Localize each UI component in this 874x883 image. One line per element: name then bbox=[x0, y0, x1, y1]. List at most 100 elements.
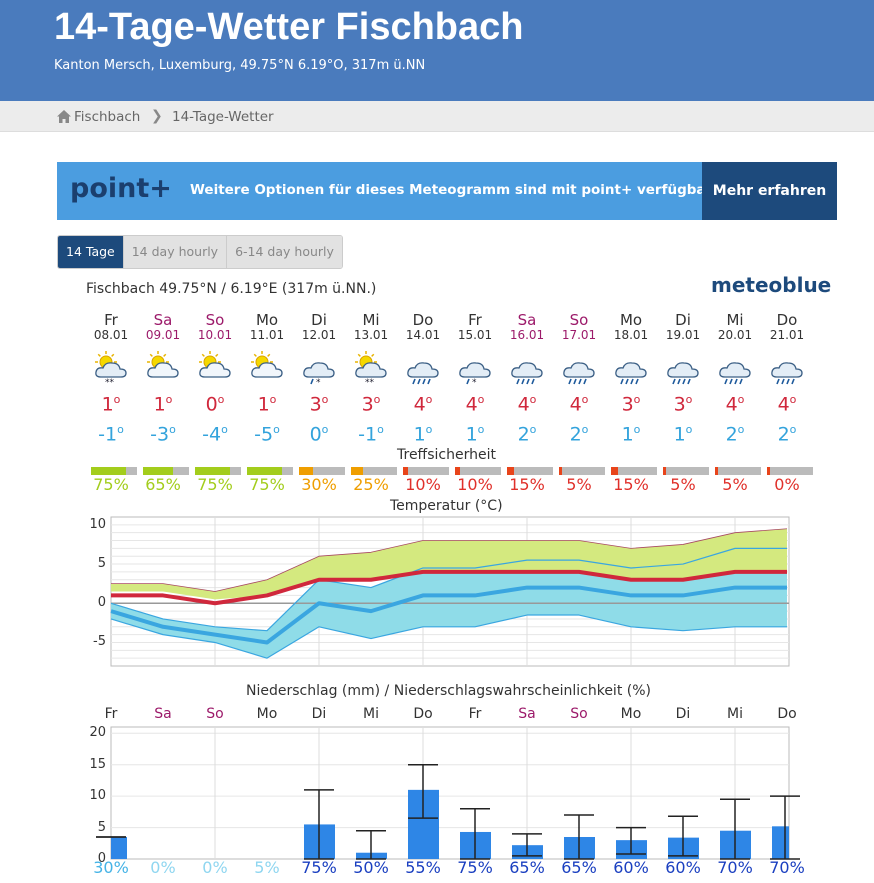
confidence-value: 10% bbox=[405, 475, 441, 494]
sun-cloud-snow-icon: ** bbox=[353, 350, 389, 388]
confidence-fill bbox=[143, 467, 173, 475]
min-temperature: -4o bbox=[202, 423, 228, 446]
temperature-chart-title: Temperatur (°C) bbox=[390, 498, 503, 514]
breadcrumb-home-link[interactable]: Fischbach bbox=[74, 109, 141, 125]
page-header: 14-Tage-Wetter Fischbach Kanton Mersch, … bbox=[0, 0, 874, 101]
precipitation-probability: 65% bbox=[561, 858, 597, 877]
precipitation-x-tick: Di bbox=[675, 706, 691, 722]
min-temperature: 1o bbox=[673, 423, 693, 446]
max-temperature: 1o bbox=[153, 393, 173, 416]
day-date: 15.01 bbox=[457, 328, 493, 342]
cloud-rain-icon bbox=[769, 350, 805, 386]
confidence-value: 25% bbox=[353, 475, 389, 494]
max-temperature: 0o bbox=[205, 393, 225, 416]
tab-6-14-day-hourly[interactable]: 6-14 day hourly bbox=[227, 236, 342, 268]
cloud-rain-icon bbox=[405, 350, 441, 386]
meteoblue-logo[interactable]: meteoblue bbox=[711, 273, 832, 297]
day-date: 21.01 bbox=[769, 328, 805, 342]
day-date: 08.01 bbox=[93, 328, 129, 342]
precipitation-x-tick: Mo bbox=[620, 706, 642, 722]
day-name: Fr bbox=[104, 311, 118, 329]
confidence-bar bbox=[611, 467, 657, 475]
confidence-fill bbox=[663, 467, 666, 475]
confidence-fill bbox=[715, 467, 718, 475]
confidence-value: 5% bbox=[722, 475, 748, 494]
precipitation-x-tick: Mi bbox=[363, 706, 379, 722]
tab-14-days[interactable]: 14 Tage bbox=[58, 236, 124, 268]
min-temperature: 0o bbox=[309, 423, 329, 446]
precipitation-x-tick: Fr bbox=[468, 706, 482, 722]
day-name: Di bbox=[311, 311, 327, 329]
cloud-rain-icon bbox=[665, 350, 701, 386]
day-name: Mi bbox=[726, 311, 744, 329]
day-date: 19.01 bbox=[665, 328, 701, 342]
cloud-rain-icon bbox=[561, 350, 597, 386]
confidence-value: 75% bbox=[93, 475, 129, 494]
min-temperature: 1o bbox=[621, 423, 641, 446]
min-temperature: -1o bbox=[358, 423, 384, 446]
sun-cloud-icon bbox=[249, 350, 285, 386]
precipitation-x-tick: Fr bbox=[104, 706, 118, 722]
home-icon[interactable] bbox=[57, 110, 71, 123]
min-temperature: 2o bbox=[777, 423, 797, 446]
max-temperature: 4o bbox=[777, 393, 797, 416]
max-temperature: 3o bbox=[361, 393, 381, 416]
precipitation-bar bbox=[304, 824, 335, 859]
confidence-fill bbox=[455, 467, 460, 475]
confidence-value: 10% bbox=[457, 475, 493, 494]
temperature-y-tick: 0 bbox=[97, 595, 106, 611]
precipitation-probability: 0% bbox=[150, 858, 176, 877]
day-name: Do bbox=[776, 311, 798, 329]
precipitation-bar bbox=[512, 845, 543, 859]
day-date: 10.01 bbox=[197, 328, 233, 342]
svg-text:*: * bbox=[472, 378, 477, 388]
precipitation-chart-title: Niederschlag (mm) / Niederschlagswahrsch… bbox=[246, 683, 651, 699]
confidence-fill bbox=[91, 467, 126, 475]
confidence-fill bbox=[507, 467, 514, 475]
svg-text:**: ** bbox=[105, 378, 115, 388]
day-date: 11.01 bbox=[249, 328, 285, 342]
precipitation-bar bbox=[564, 837, 595, 859]
precipitation-plot-area bbox=[110, 726, 790, 860]
svg-text:*: * bbox=[316, 378, 321, 388]
day-name: Di bbox=[675, 311, 691, 329]
day-date: 13.01 bbox=[353, 328, 389, 342]
precipitation-x-tick: Do bbox=[413, 706, 433, 722]
cloud-rain-icon bbox=[717, 350, 753, 386]
breadcrumb: Fischbach ❯ 14-Tage-Wetter bbox=[0, 101, 874, 132]
cloud-sleet-icon: * bbox=[301, 350, 337, 388]
max-temperature: 4o bbox=[465, 393, 485, 416]
confidence-bar bbox=[663, 467, 709, 475]
confidence-bar bbox=[715, 467, 761, 475]
confidence-bar bbox=[403, 467, 449, 475]
max-temperature: 4o bbox=[725, 393, 745, 416]
precipitation-y-tick: 5 bbox=[97, 819, 106, 835]
day-name: Do bbox=[412, 311, 434, 329]
confidence-bar bbox=[247, 467, 293, 475]
temperature-y-tick: -5 bbox=[93, 634, 106, 650]
day-date: 09.01 bbox=[145, 328, 181, 342]
min-temperature: -5o bbox=[254, 423, 280, 446]
min-temperature-band bbox=[111, 548, 787, 659]
day-date: 16.01 bbox=[509, 328, 545, 342]
cloud-rain-icon bbox=[509, 350, 545, 386]
cloud-sleet-icon: * bbox=[457, 350, 493, 388]
confidence-fill bbox=[767, 467, 770, 475]
confidence-bar bbox=[767, 467, 813, 475]
confidence-fill bbox=[351, 467, 363, 475]
min-band-upper-line bbox=[110, 547, 787, 632]
point-plus-banner: point+ Weitere Optionen für dieses Meteo… bbox=[57, 162, 837, 220]
confidence-value: 15% bbox=[613, 475, 649, 494]
confidence-bar bbox=[507, 467, 553, 475]
learn-more-button[interactable]: Mehr erfahren bbox=[702, 162, 837, 220]
confidence-bar bbox=[455, 467, 501, 475]
tab-14-day-hourly[interactable]: 14 day hourly bbox=[123, 236, 228, 268]
precipitation-probability: 70% bbox=[769, 858, 805, 877]
point-plus-logo: point+ bbox=[70, 173, 172, 204]
precipitation-probability: 30% bbox=[93, 858, 129, 877]
precipitation-bar bbox=[111, 837, 127, 859]
precipitation-x-tick: So bbox=[206, 706, 224, 722]
max-temperature: 4o bbox=[569, 393, 589, 416]
confidence-value: 75% bbox=[249, 475, 285, 494]
precipitation-bar bbox=[668, 837, 699, 859]
